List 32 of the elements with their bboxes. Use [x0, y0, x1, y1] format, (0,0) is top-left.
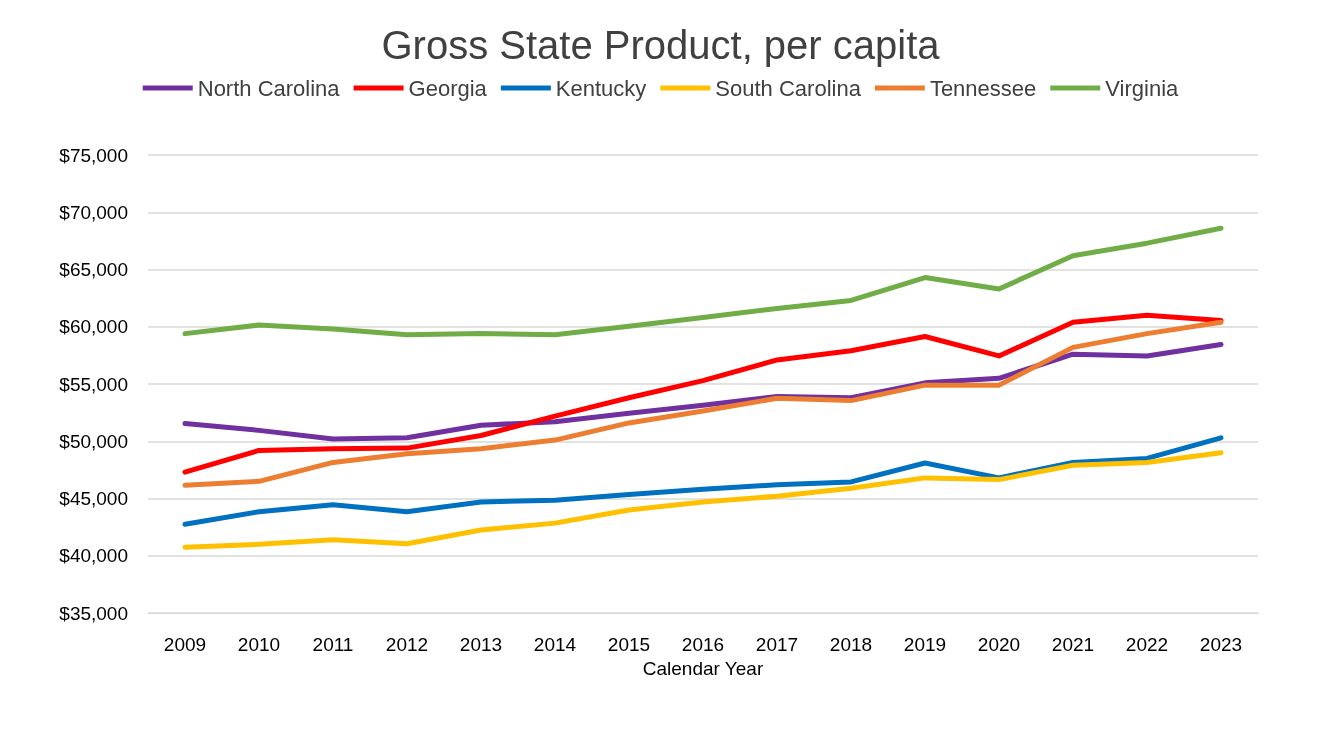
legend-label: North Carolina — [197, 75, 341, 101]
x-tick-label: 2023 — [1199, 634, 1243, 655]
y-tick-label: $45,000 — [59, 488, 128, 509]
x-tick-label: 2014 — [533, 634, 577, 655]
x-tick-label: 2021 — [1051, 634, 1095, 655]
y-tick-label: $55,000 — [59, 373, 128, 395]
x-tick-label: 2010 — [237, 634, 281, 655]
x-tick-label: 2013 — [459, 634, 503, 655]
x-tick-label: 2022 — [1125, 634, 1169, 655]
x-tick-label: 2017 — [755, 634, 799, 655]
x-tick-label: 2011 — [312, 634, 354, 655]
x-axis-title: Calendar Year — [642, 658, 764, 679]
chart-title: Gross State Product, per capita — [381, 23, 941, 67]
x-tick-label: 2012 — [385, 634, 429, 655]
x-tick-label: 2016 — [681, 634, 725, 655]
x-tick-label: 2020 — [977, 634, 1021, 655]
x-tick-label: 2009 — [163, 634, 207, 655]
y-tick-label: $50,000 — [59, 430, 128, 452]
y-tick-label: $75,000 — [59, 144, 128, 166]
legend-label: Tennessee — [929, 75, 1037, 101]
x-tick-label: 2019 — [903, 634, 947, 655]
x-tick-label: 2018 — [829, 634, 873, 655]
legend-label: Virginia — [1105, 75, 1180, 101]
y-tick-label: $40,000 — [59, 545, 128, 567]
y-tick-label: $35,000 — [59, 602, 128, 624]
y-tick-label: $65,000 — [59, 259, 128, 280]
x-tick-label: 2015 — [607, 634, 651, 655]
legend-label: Kentucky — [555, 75, 647, 101]
y-tick-label: $60,000 — [59, 316, 128, 338]
legend-label: Georgia — [408, 75, 488, 101]
y-tick-label: $70,000 — [59, 201, 128, 223]
legend-label: South Carolina — [715, 75, 862, 101]
